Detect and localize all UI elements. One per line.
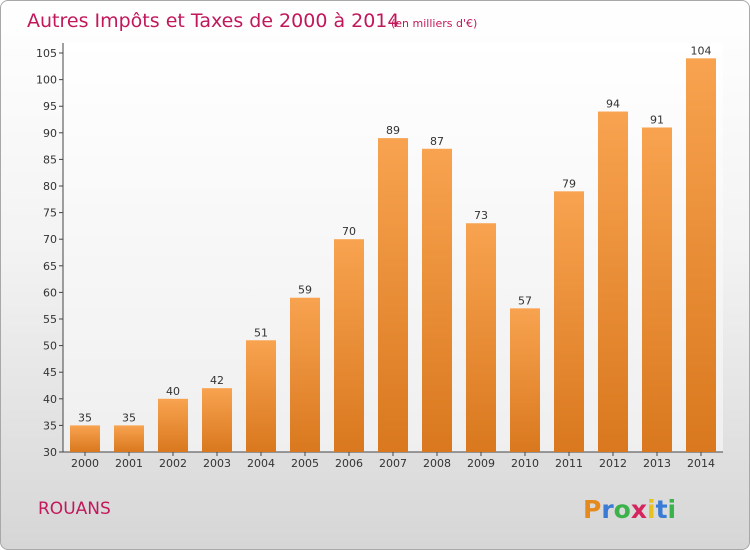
value-label-2009: 73 [474,209,488,222]
commune-name: ROUANS [38,499,111,519]
y-tick-label: 35 [43,419,57,432]
bar-2008 [422,148,452,452]
value-label-2014: 104 [691,44,712,57]
bar-2005 [290,297,320,452]
y-tick-label: 90 [43,127,57,140]
y-axis: 30 35 40 45 50 55 60 65 70 75 80 85 90 95 100 105 [36,43,64,459]
y-tick-label: 30 [43,446,57,459]
value-label-2004: 51 [254,326,268,339]
bar-2003 [202,388,232,452]
value-label-2003: 42 [210,374,224,387]
bar-2011 [554,191,584,452]
value-label-2011: 79 [562,177,576,190]
value-label-2005: 59 [298,284,312,297]
bar-2000 [70,425,100,452]
value-label-2012: 94 [606,98,620,111]
x-tick-label-2012: 2012 [599,457,627,470]
y-tick-label: 65 [43,260,57,273]
x-axis: 2000 2001 2002 2003 2004 2005 2006 2007 2008 2009… [63,451,723,470]
y-tick-label: 50 [43,340,57,353]
bar-2013 [642,127,672,452]
x-tick-label-2002: 2002 [159,457,187,470]
x-tick-label-2003: 2003 [203,457,231,470]
y-tick-label: 100 [36,74,57,87]
bar-2010 [510,308,540,452]
x-tick-label-2004: 2004 [247,457,275,470]
x-tick-label-2006: 2006 [335,457,363,470]
bar-2004 [246,340,276,452]
logo-letter: t [656,495,668,524]
x-tick-label-2000: 2000 [71,457,99,470]
logo-letter: i [668,495,677,524]
bar-2006 [334,239,364,452]
y-tick-label: 70 [43,233,57,246]
value-label-2010: 57 [518,294,532,307]
y-tick-label: 45 [43,366,57,379]
y-tick-label: 95 [43,100,57,113]
x-tick-label-2005: 2005 [291,457,319,470]
logo-letter: r [601,495,614,524]
y-tick-label: 85 [43,153,57,166]
y-tick-label: 60 [43,286,57,299]
x-tick-label-2001: 2001 [115,457,143,470]
x-tick-label-2010: 2010 [511,457,539,470]
x-tick-label-2013: 2013 [643,457,671,470]
value-label-2008: 87 [430,135,444,148]
x-tick-label-2009: 2009 [467,457,495,470]
logo-letter: P [583,495,601,524]
x-tick-label-2008: 2008 [423,457,451,470]
y-tick-label: 80 [43,180,57,193]
y-tick-label: 75 [43,207,57,220]
value-label-2001: 35 [122,411,136,424]
logo-letter: o [614,495,631,524]
y-tick-label: 40 [43,393,57,406]
x-tick-label-2014: 2014 [687,457,715,470]
bar-2007 [378,138,408,452]
bar-2001 [114,425,144,452]
chart-unit: (en milliers d'€) [391,17,477,30]
logo-letter: i [647,495,656,524]
bar-2002 [158,398,188,452]
value-label-2013: 91 [650,113,664,126]
value-label-2000: 35 [78,411,92,424]
proxiti-logo: Proxiti [583,495,676,524]
bar-2009 [466,223,496,452]
chart-title: Autres Impôts et Taxes de 2000 à 2014 [27,10,400,32]
value-label-2007: 89 [386,124,400,137]
logo-letter: x [631,495,647,524]
value-label-2006: 70 [342,225,356,238]
bar-2012 [598,111,628,453]
x-tick-label-2007: 2007 [379,457,407,470]
y-tick-label: 55 [43,313,57,326]
value-label-2002: 40 [166,385,180,398]
y-tick-label: 105 [36,47,57,60]
x-tick-label-2011: 2011 [555,457,583,470]
bar-2014 [686,58,716,452]
bar-series: 35 35 40 42 51 59 70 89 87 73 57 79 94 91 104 [70,44,716,453]
